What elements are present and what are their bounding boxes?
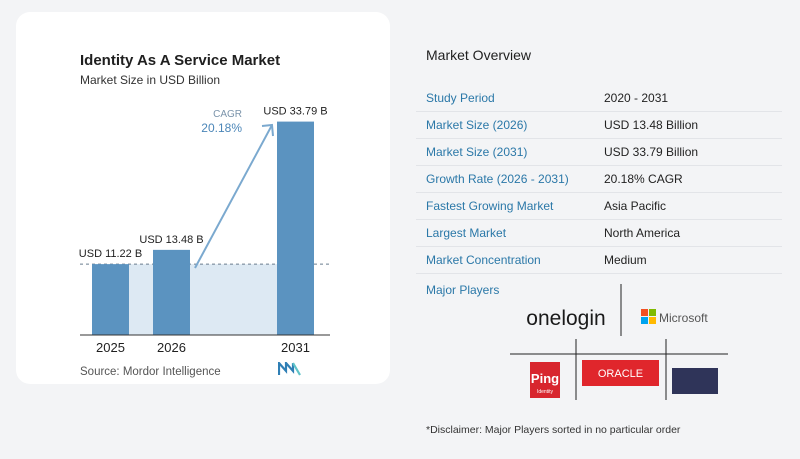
overview-row: Market Size (2026) USD 13.48 Billion (416, 112, 782, 139)
disclaimer: *Disclaimer: Major Players sorted in no … (426, 424, 681, 436)
bar-2025 (92, 264, 129, 335)
overview-row-label: Market Size (2026) (426, 118, 528, 132)
overview-row-label: Market Size (2031) (426, 145, 528, 159)
cagr-value: 20.18% (201, 121, 242, 135)
overview-row-value: USD 13.48 Billion (604, 118, 699, 132)
overview-row-value: 2020 - 2031 (604, 91, 669, 105)
overview-table: Study Period 2020 - 2031 Market Size (2026… (416, 85, 782, 274)
bar-value-label: USD 13.48 B (139, 234, 203, 246)
overview-row-label: Growth Rate (2026 - 2031) (426, 172, 569, 186)
x-tick-label: 2031 (281, 340, 310, 355)
overview-row: Study Period 2020 - 2031 (416, 85, 782, 112)
source-note: Source: Mordor Intelligence (80, 366, 221, 378)
overview-row-value: Asia Pacific (604, 199, 667, 213)
overview-row-label: Fastest Growing Market (426, 199, 554, 213)
bar-chart: USD 11.22 B 2025 USD 13.48 B 2026 USD 33.79 … (79, 106, 330, 355)
overview-row: Fastest Growing Market Asia Pacific (416, 193, 782, 220)
microsoft-logo-text: Microsoft (659, 311, 708, 325)
cagr-label: CAGR (213, 109, 242, 120)
chart-title: Identity As A Service Market (80, 52, 281, 69)
onelogin-logo: onelogin (526, 307, 605, 330)
overview-title: Market Overview (426, 47, 532, 63)
overview-row-label: Market Concentration (426, 253, 541, 267)
overview-row-label: Largest Market (426, 226, 507, 240)
mordor-logo-icon (278, 362, 301, 376)
bar-2031 (277, 121, 314, 335)
overview-row: Growth Rate (2026 - 2031) 20.18% CAGR (416, 166, 782, 193)
cagr-arrow-head (261, 123, 274, 137)
microsoft-logo: Microsoft (641, 309, 708, 325)
player-logo-dark (672, 368, 718, 394)
overview-row-value: Medium (604, 253, 647, 267)
ping-logo-subtext: Identity (537, 389, 554, 395)
ping-identity-logo: Ping Identity (530, 362, 560, 398)
overview-row: Market Concentration Medium (416, 247, 782, 274)
major-players-grid: onelogin Microsoft Ping Identity ORACLE (510, 284, 728, 400)
oracle-logo: ORACLE (582, 360, 659, 386)
x-tick-label: 2026 (157, 340, 186, 355)
cagr-arrow-line (194, 124, 273, 269)
oracle-logo-text: ORACLE (598, 368, 643, 380)
bar-value-label: USD 33.79 B (263, 106, 327, 118)
overview-row-value: North America (604, 226, 681, 240)
overview-row-label: Study Period (426, 91, 495, 105)
overview-row-value: USD 33.79 Billion (604, 145, 699, 159)
overview-row-value: 20.18% CAGR (604, 172, 683, 186)
major-players-title: Major Players (426, 283, 500, 297)
overview-row: Largest Market North America (416, 220, 782, 247)
overview-row: Market Size (2031) USD 33.79 Billion (416, 139, 782, 166)
bar-2026 (153, 249, 190, 335)
ping-logo-text: Ping (531, 371, 559, 386)
chart-subtitle: Market Size in USD Billion (80, 73, 221, 87)
x-tick-label: 2025 (96, 340, 125, 355)
bar-value-label: USD 11.22 B (79, 248, 142, 260)
